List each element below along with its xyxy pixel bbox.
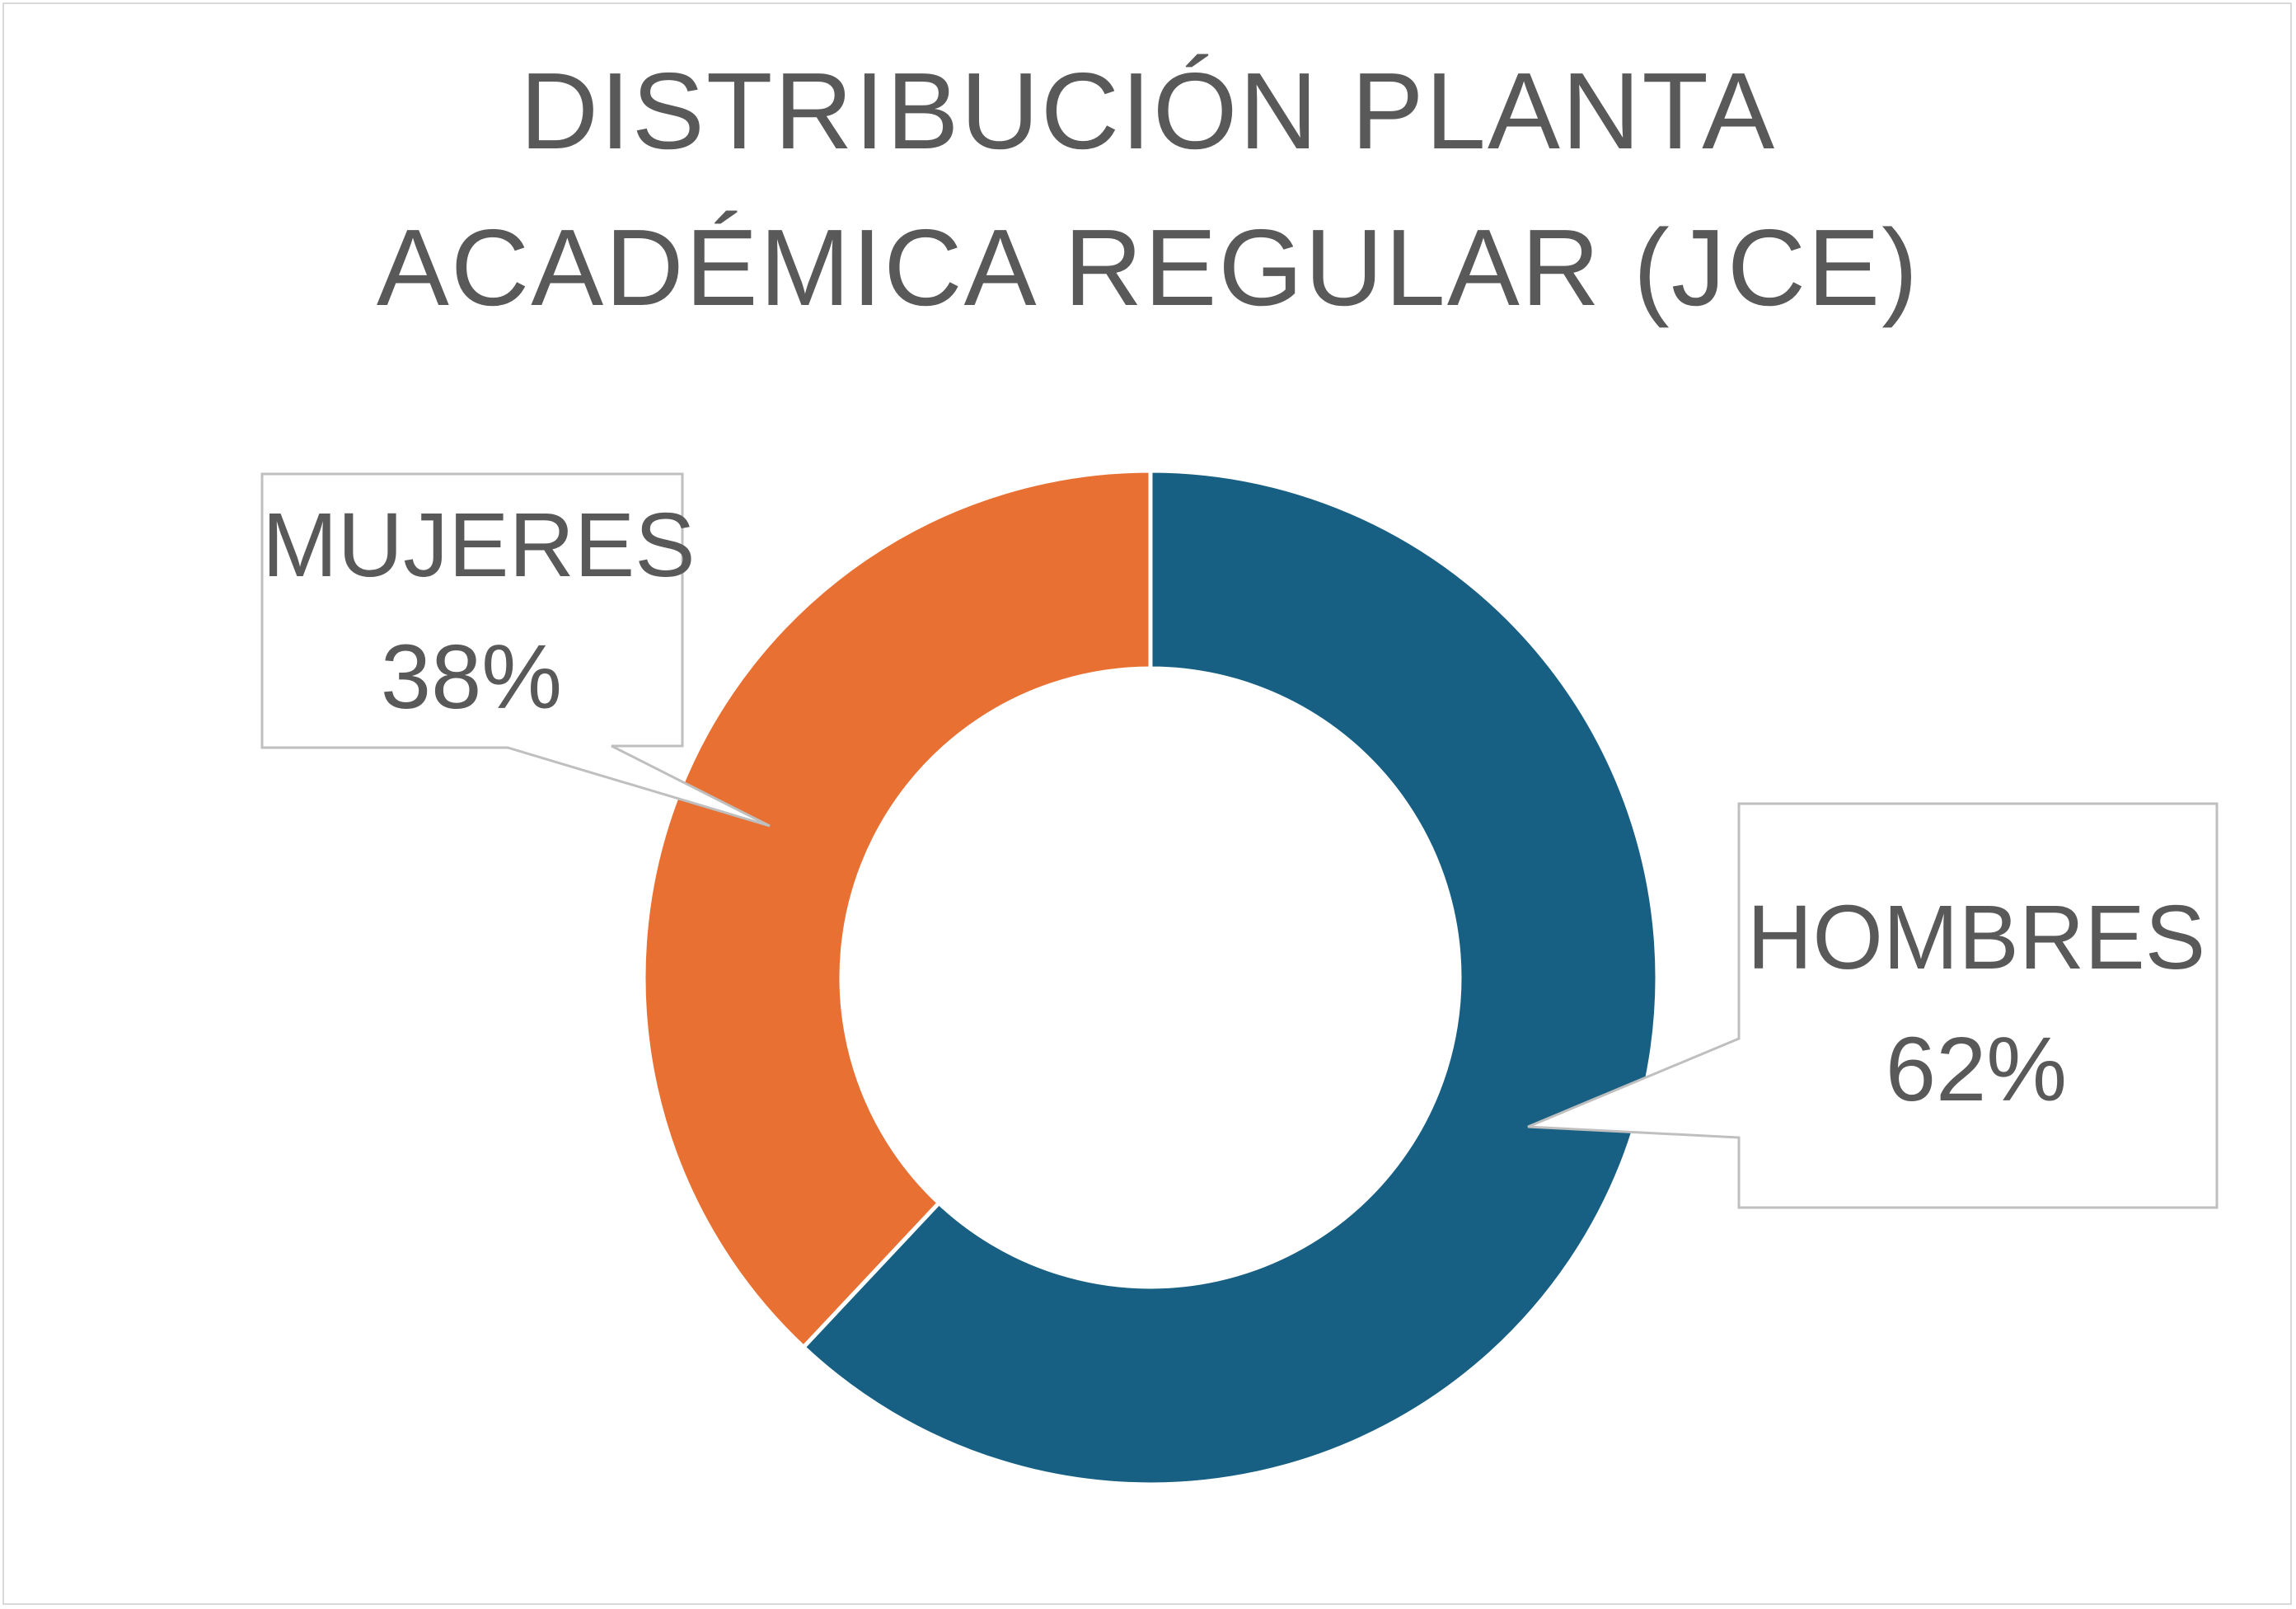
callout-box-hombres xyxy=(1527,802,2219,1209)
data-label-hombres-category: HOMBRES xyxy=(1746,887,2206,988)
data-label-hombres-value: 62% xyxy=(1885,1019,2068,1120)
data-label-mujeres-category: MUJERES xyxy=(262,495,696,596)
data-label-mujeres-value: 38% xyxy=(380,626,563,728)
data-label-hombres: HOMBRES 62% xyxy=(1741,872,2212,1136)
chart-title-line-1: DISTRIBUCIÓN PLANTA xyxy=(519,50,1777,171)
chart-title: DISTRIBUCIÓN PLANTA ACADÉMICA REGULAR (J… xyxy=(0,33,2296,346)
slice-mujeres xyxy=(641,468,1153,1350)
callout-box-mujeres xyxy=(260,472,771,828)
slice-hombres xyxy=(800,468,1660,1487)
data-label-mujeres: MUJERES 38% xyxy=(262,480,696,744)
chart-title-line-2: ACADÉMICA REGULAR (JCE) xyxy=(376,207,1920,328)
